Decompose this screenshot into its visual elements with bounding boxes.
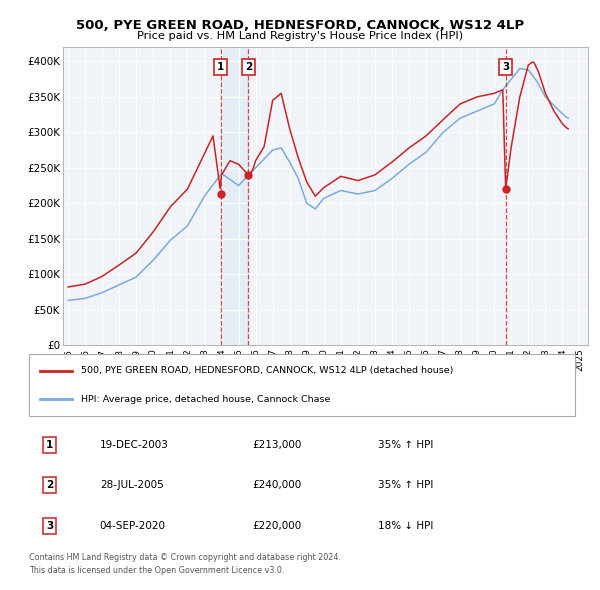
Text: 2: 2	[245, 62, 252, 72]
Text: Price paid vs. HM Land Registry's House Price Index (HPI): Price paid vs. HM Land Registry's House …	[137, 31, 463, 41]
Text: 19-DEC-2003: 19-DEC-2003	[100, 440, 169, 450]
Text: 35% ↑ HPI: 35% ↑ HPI	[378, 480, 434, 490]
Bar	[221, 47, 248, 345]
Text: 28-JUL-2005: 28-JUL-2005	[100, 480, 164, 490]
Text: Contains HM Land Registry data © Crown copyright and database right 2024.: Contains HM Land Registry data © Crown c…	[29, 553, 341, 562]
Text: £240,000: £240,000	[253, 480, 302, 490]
Text: 1: 1	[46, 440, 53, 450]
Text: 35% ↑ HPI: 35% ↑ HPI	[378, 440, 434, 450]
Text: 500, PYE GREEN ROAD, HEDNESFORD, CANNOCK, WS12 4LP: 500, PYE GREEN ROAD, HEDNESFORD, CANNOCK…	[76, 19, 524, 32]
Text: 2: 2	[46, 480, 53, 490]
Text: 04-SEP-2020: 04-SEP-2020	[100, 521, 166, 531]
Text: £213,000: £213,000	[253, 440, 302, 450]
Text: HPI: Average price, detached house, Cannock Chase: HPI: Average price, detached house, Cann…	[80, 395, 330, 404]
FancyBboxPatch shape	[29, 354, 575, 416]
Text: 500, PYE GREEN ROAD, HEDNESFORD, CANNOCK, WS12 4LP (detached house): 500, PYE GREEN ROAD, HEDNESFORD, CANNOCK…	[80, 366, 453, 375]
Text: £220,000: £220,000	[253, 521, 302, 531]
Text: 1: 1	[217, 62, 224, 72]
Text: 18% ↓ HPI: 18% ↓ HPI	[378, 521, 434, 531]
Text: This data is licensed under the Open Government Licence v3.0.: This data is licensed under the Open Gov…	[29, 566, 284, 575]
Text: 3: 3	[46, 521, 53, 531]
Text: 3: 3	[502, 62, 509, 72]
